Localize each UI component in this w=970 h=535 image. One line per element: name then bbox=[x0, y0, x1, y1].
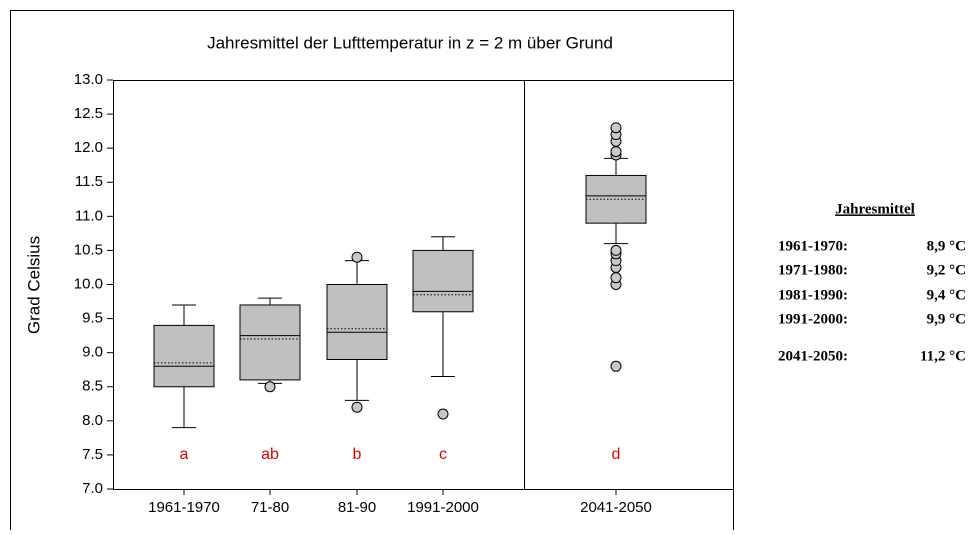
y-tick-label: 7.0 bbox=[82, 480, 103, 497]
group-letter: ab bbox=[261, 446, 279, 463]
box bbox=[585, 174, 647, 224]
side-table-period: 1991-2000: bbox=[778, 311, 848, 327]
y-tick-label: 10.0 bbox=[74, 275, 103, 292]
side-table-period: 1981-1990: bbox=[778, 287, 848, 303]
y-tick-label: 9.5 bbox=[82, 310, 103, 327]
x-tick-label: 1991-2000 bbox=[407, 499, 479, 516]
side-table-value: 9,4 °C bbox=[927, 287, 966, 303]
x-tick-label: 71-80 bbox=[251, 499, 289, 516]
y-tick-label: 12.0 bbox=[74, 139, 103, 156]
outlier bbox=[351, 251, 363, 263]
box bbox=[239, 304, 301, 381]
outlier bbox=[610, 122, 622, 134]
outlier bbox=[610, 272, 622, 284]
group-letter: d bbox=[612, 446, 621, 463]
y-tick-label: 8.5 bbox=[82, 378, 103, 395]
outlier bbox=[351, 401, 363, 413]
y-tick-label: 9.0 bbox=[82, 344, 103, 361]
x-tick-label: 2041-2050 bbox=[580, 499, 652, 516]
group-letter: a bbox=[180, 446, 189, 463]
box bbox=[326, 284, 388, 360]
group-letter: b bbox=[353, 446, 362, 463]
x-tick-label: 1961-1970 bbox=[148, 499, 220, 516]
outer-frame bbox=[10, 10, 734, 535]
y-tick-label: 11.5 bbox=[75, 173, 103, 190]
side-table-value: 8,9 °C bbox=[927, 238, 966, 254]
x-tick-label: 81-90 bbox=[338, 499, 376, 516]
side-table-value: 9,9 °C bbox=[927, 311, 966, 327]
outlier bbox=[610, 146, 622, 158]
outlier bbox=[437, 408, 449, 420]
outlier bbox=[610, 360, 622, 372]
side-table-title: Jahresmittel bbox=[835, 201, 915, 217]
box bbox=[153, 324, 215, 388]
side-table-value: 9,2 °C bbox=[927, 262, 966, 278]
y-tick-label: 13.0 bbox=[74, 71, 103, 88]
y-tick-label: 12.5 bbox=[74, 105, 103, 122]
box bbox=[412, 249, 474, 313]
y-tick-label: 8.0 bbox=[82, 412, 103, 429]
group-letter: c bbox=[439, 446, 447, 463]
y-axis-label: Grad Celsius bbox=[24, 236, 43, 334]
side-table-period: 1961-1970: bbox=[778, 238, 848, 254]
y-tick-label: 10.5 bbox=[74, 241, 103, 258]
outlier bbox=[610, 244, 622, 256]
y-tick-label: 11.0 bbox=[75, 207, 103, 224]
plot-frame bbox=[113, 80, 734, 490]
side-table-period: 1971-1980: bbox=[778, 262, 848, 278]
side-table-value: 11,2 °C bbox=[920, 348, 966, 364]
side-table-period: 2041-2050: bbox=[778, 348, 848, 364]
chart-title: Jahresmittel der Lufttemperatur in z = 2… bbox=[207, 33, 613, 52]
y-tick-label: 7.5 bbox=[82, 446, 103, 463]
outlier bbox=[264, 381, 276, 393]
